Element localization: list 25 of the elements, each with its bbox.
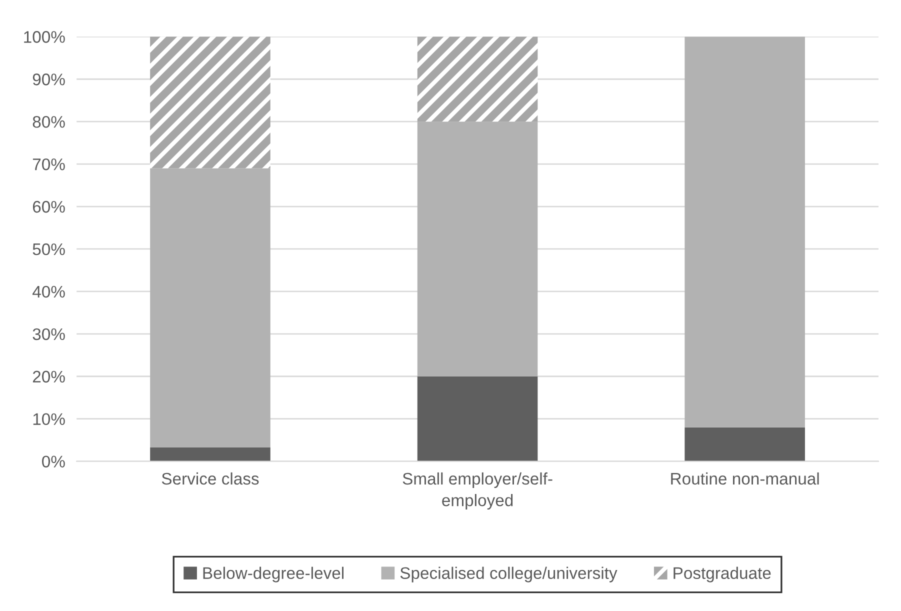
bar bbox=[150, 447, 270, 462]
y-tick-label: 30% bbox=[32, 328, 65, 340]
y-tick-label: 90% bbox=[32, 74, 65, 86]
x-tick-label: Small employer/self-employed bbox=[402, 472, 552, 510]
bar bbox=[417, 36, 538, 122]
y-tick-label: 0% bbox=[42, 456, 65, 468]
y-tick-label: 70% bbox=[32, 158, 65, 170]
y-tick-label: 10% bbox=[33, 413, 65, 426]
y-tick-label: 40% bbox=[32, 286, 65, 298]
legend-label: Below-degree-level bbox=[203, 566, 344, 582]
y-tick-label: 100% bbox=[24, 31, 65, 43]
x-tick-label: Routine non-manual bbox=[671, 472, 819, 485]
bar bbox=[417, 122, 538, 376]
bar bbox=[684, 427, 805, 462]
bar bbox=[150, 36, 270, 168]
y-tick-label: 20% bbox=[32, 370, 65, 383]
y-tick-label: 50% bbox=[32, 243, 65, 256]
y-tick-label: 60% bbox=[32, 200, 65, 213]
bar bbox=[684, 36, 805, 428]
bar bbox=[417, 376, 538, 462]
bar bbox=[150, 168, 270, 448]
legend-label: Postgraduate bbox=[674, 566, 771, 582]
legend-label: Specialised college/university bbox=[400, 566, 618, 582]
x-tick-label: Service class bbox=[162, 472, 259, 485]
y-tick-label: 80% bbox=[32, 116, 65, 128]
